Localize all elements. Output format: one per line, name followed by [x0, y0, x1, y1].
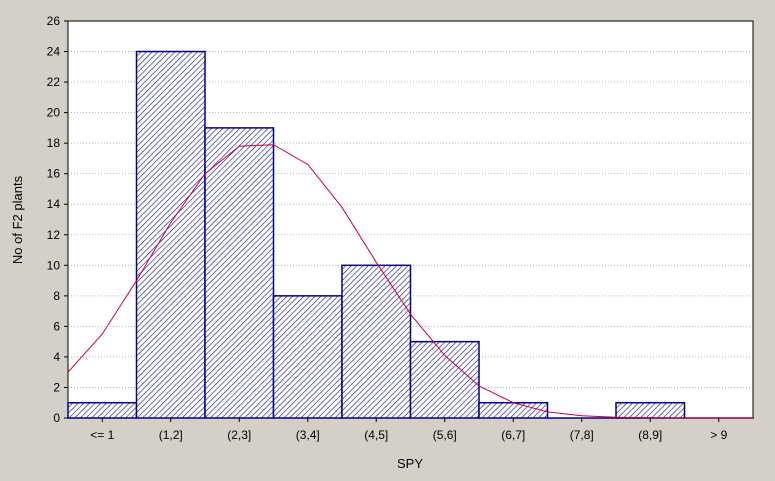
x-tick-label: (3,4]	[296, 428, 320, 442]
y-tick-label: 10	[47, 258, 61, 272]
x-tick-label: <= 1	[90, 428, 114, 442]
x-axis-title: SPY	[397, 456, 423, 471]
y-tick-label: 8	[53, 289, 60, 303]
bar	[615, 401, 686, 419]
y-axis-title: No of F2 plants	[10, 175, 25, 264]
y-tick-label: 2	[53, 380, 60, 394]
bar	[341, 264, 412, 419]
bar	[272, 295, 343, 419]
x-tick-label: (2,3]	[227, 428, 251, 442]
bar	[409, 340, 480, 419]
x-tick-label: > 9	[710, 428, 727, 442]
x-tick-label: (7,8]	[570, 428, 594, 442]
x-axis-ticks: <= 1 (1,2] (2,3] (3,4] (4,5] (5,6] (6,7] (7,8] (…	[90, 418, 728, 442]
y-tick-label: 22	[47, 75, 61, 89]
fit-curve	[67, 144, 753, 419]
x-tick-label: (1,2]	[159, 428, 183, 442]
bar	[67, 401, 138, 419]
y-tick-label: 14	[47, 197, 61, 211]
y-tick-label: 20	[47, 106, 61, 120]
x-tick-label: (5,6]	[433, 428, 457, 442]
y-tick-label: 16	[47, 167, 61, 181]
x-tick-label: (6,7]	[501, 428, 525, 442]
bar	[204, 127, 275, 419]
y-tick-label: 24	[47, 45, 61, 59]
x-tick-label: (8,9]	[638, 428, 662, 442]
y-tick-label: 26	[47, 14, 61, 28]
y-tick-label: 0	[53, 411, 60, 425]
bars	[67, 50, 754, 419]
bar	[478, 401, 549, 419]
y-tick-label: 18	[47, 136, 61, 150]
bar	[135, 50, 206, 419]
y-tick-label: 12	[47, 228, 61, 242]
x-tick-label: (4,5]	[364, 428, 388, 442]
y-tick-label: 4	[53, 350, 60, 364]
y-tick-label: 6	[53, 319, 60, 333]
